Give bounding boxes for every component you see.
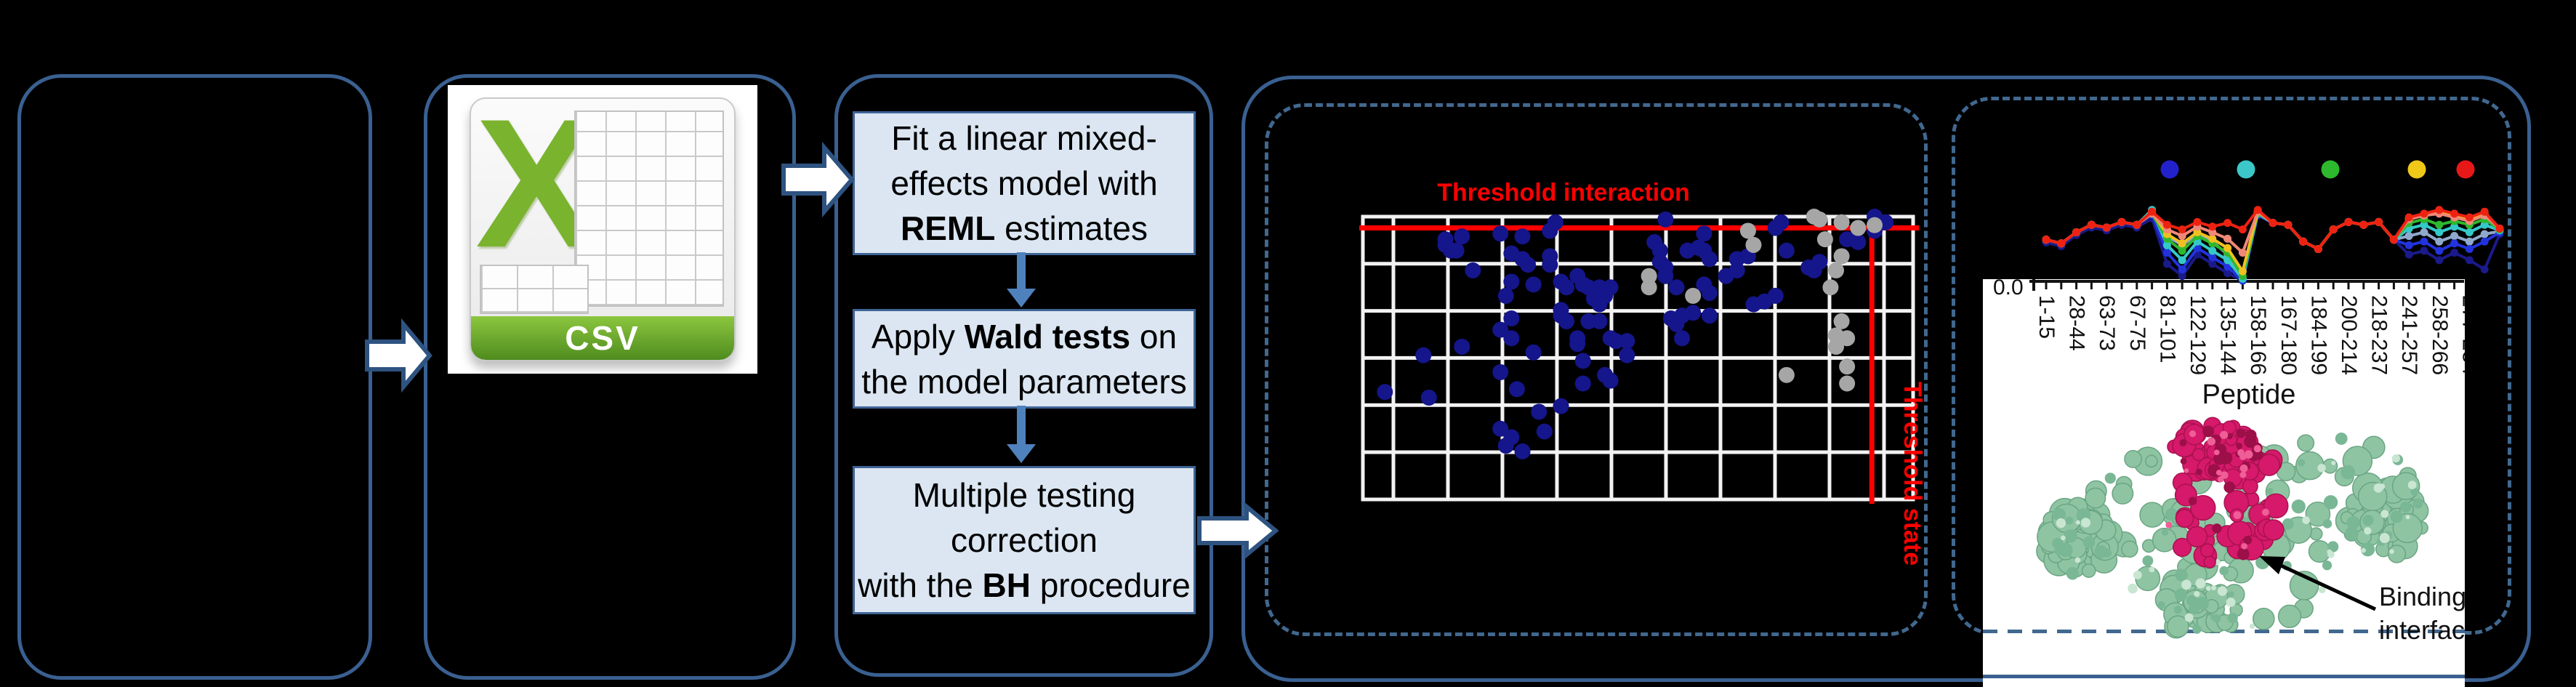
panel-model-fitting: Fit a linear mixed-effects model with REM… (834, 74, 1213, 677)
svg-text:184-199: 184-199 (2306, 295, 2330, 375)
outer-border-segment (1983, 675, 2465, 678)
scatter-side-label: Threshold state (1899, 382, 1926, 566)
dashed-border-segment (1983, 630, 2465, 633)
csv-image-block: X CSV (448, 85, 757, 374)
svg-text:277-284: 277-284 (2458, 295, 2465, 375)
svg-text:258-266: 258-266 (2428, 295, 2452, 375)
csv-label: CSV (471, 316, 734, 360)
svg-text:167-180: 167-180 (2277, 295, 2301, 375)
panel-empty (17, 74, 372, 680)
flow-step-reml: Fit a linear mixed-effects model with REM… (853, 111, 1196, 255)
svg-text:218-237: 218-237 (2367, 295, 2391, 375)
scatter-plot: Threshold interaction Threshold state (1359, 179, 1926, 566)
scatter-title: Threshold interaction (1437, 179, 1690, 206)
peptide-axis: 1-15 28-44 63-73 67-75 81-101 122-129 135-144 1… (2029, 279, 2465, 375)
panel-scatter (1265, 103, 1928, 636)
svg-text:81-101: 81-101 (2155, 295, 2179, 363)
flow-step-bh: Multiple testing correction with the BH pr… (853, 466, 1196, 614)
y-tick-label: 0.0 (1993, 279, 2024, 300)
svg-text:200-214: 200-214 (2337, 295, 2361, 375)
svg-text:1-15: 1-15 (2034, 295, 2058, 339)
x-axis-title: Peptide (2202, 379, 2296, 410)
peptide-line-chart (2042, 160, 2504, 285)
svg-text:67-75: 67-75 (2125, 295, 2149, 351)
spreadsheet-grid (574, 111, 724, 307)
svg-text:63-73: 63-73 (2095, 295, 2119, 351)
protein-structure-image (2036, 417, 2429, 639)
csv-file-icon: X CSV (470, 97, 736, 361)
spreadsheet-grid-small (480, 265, 589, 314)
svg-text:28-44: 28-44 (2065, 295, 2089, 351)
svg-text:158-166: 158-166 (2246, 295, 2270, 375)
svg-text:122-129: 122-129 (2186, 295, 2210, 375)
svg-text:135-144: 135-144 (2216, 295, 2240, 375)
peptide-figure-block: 1-15 28-44 63-73 67-75 81-101 122-129 135-144 1… (1983, 279, 2465, 687)
binding-interface-label: Binding interface (2379, 582, 2465, 645)
svg-text:241-257: 241-257 (2397, 295, 2421, 375)
